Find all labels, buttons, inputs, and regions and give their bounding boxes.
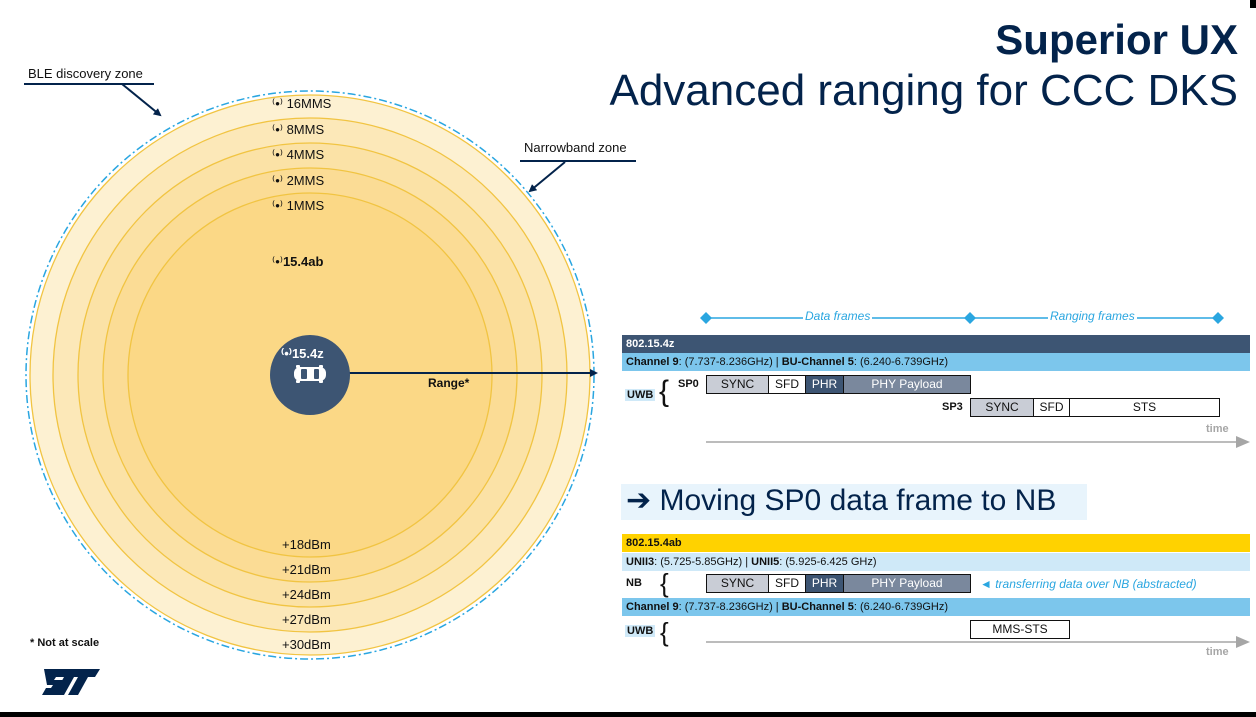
wireless-signal-icon: ⁽•⁾ xyxy=(272,173,283,188)
brace-icon: { xyxy=(660,568,669,598)
narrowband-zone-underline xyxy=(520,160,636,162)
wireless-signal-icon: ⁽•⁾ xyxy=(272,254,283,269)
wireless-signal-icon: ⁽•⁾ xyxy=(272,122,283,137)
nb-protocol-label: NB xyxy=(626,577,642,589)
sp0-sync-field: SYNC xyxy=(706,375,769,394)
time-label: time xyxy=(1206,423,1229,435)
nb-payload-field: PHY Payload xyxy=(843,574,971,593)
time-label: time xyxy=(1206,646,1229,658)
timeline-marker xyxy=(964,312,976,324)
ring-label-2mms: ⁽•⁾ 2MMS xyxy=(272,173,325,188)
dbm-label-24: +24dBm xyxy=(282,587,331,602)
uwb-standard-bar: 802.15.4z xyxy=(622,335,1250,353)
wireless-signal-icon: ⁽•⁾ xyxy=(272,147,283,162)
dbm-label-18: +18dBm xyxy=(282,537,331,552)
ring-label-8mms: ⁽•⁾ 8MMS xyxy=(272,122,325,137)
bottom-border xyxy=(0,712,1256,717)
nb-sync-field: SYNC xyxy=(706,574,769,593)
not-at-scale-note: * Not at scale xyxy=(30,637,100,649)
wireless-signal-icon: ⁽•⁾ xyxy=(272,198,283,213)
sp0-label: SP0 xyxy=(678,378,699,390)
nb-sfd-field: SFD xyxy=(768,574,806,593)
timeline-marker xyxy=(700,312,712,324)
sp3-sfd-field: SFD xyxy=(1033,398,1070,417)
sp0-phr-field: PHR xyxy=(805,375,844,394)
ble-pointer-arrow xyxy=(121,83,162,117)
wireless-signal-icon: ⁽•⁾ xyxy=(281,346,292,361)
timeline-marker xyxy=(1212,312,1224,324)
nb-channel-bar: UNII3: (5.725-5.85GHz) | UNII5: (5.925-6… xyxy=(622,553,1250,571)
heading-highlight xyxy=(621,484,1087,520)
nb-phr-field: PHR xyxy=(805,574,844,593)
nb-uwb-protocol-label: UWB xyxy=(625,625,656,637)
dbm-label-27: +27dBm xyxy=(282,612,331,627)
narrowband-pointer-arrow xyxy=(528,161,566,193)
nb-uwb-channel-bar: Channel 9: (7.737-8.236GHz) | BU-Channel… xyxy=(622,598,1250,616)
data-frames-label: Data frames xyxy=(803,309,873,323)
sp0-payload-field: PHY Payload xyxy=(843,375,971,394)
vehicle-label: ⁽•⁾15.4z xyxy=(281,346,324,361)
ranging-frames-label: Ranging frames xyxy=(1048,309,1137,323)
slide-subtitle: Advanced ranging for CCC DKS xyxy=(609,66,1238,115)
time-axis-arrow xyxy=(706,636,1250,648)
ble-zone-underline xyxy=(24,83,154,85)
ring-label-15-4ab: ⁽•⁾15.4ab xyxy=(272,254,324,269)
ring-label-1mms: ⁽•⁾ 1MMS xyxy=(272,198,325,213)
ring-label-4mms: ⁽•⁾ 4MMS xyxy=(272,147,325,162)
dbm-label-30: +30dBm xyxy=(282,637,331,652)
range-label: Range* xyxy=(428,376,470,390)
ble-zone-label: BLE discovery zone xyxy=(28,66,143,81)
sp3-label: SP3 xyxy=(942,401,963,413)
section-heading: ➔ Moving SP0 data frame to NB xyxy=(626,484,1057,517)
nb-transfer-note: ◄ transferring data over NB (abstracted) xyxy=(980,577,1197,591)
slide-title: Superior UX xyxy=(995,16,1238,63)
car-icon xyxy=(294,365,326,383)
corner-mark xyxy=(1250,0,1256,8)
ring-label-16mms: ⁽•⁾ 16MMS xyxy=(272,96,332,111)
wireless-signal-icon: ⁽•⁾ xyxy=(272,96,283,111)
frames-timeline xyxy=(700,312,1224,324)
dbm-label-21: +21dBm xyxy=(282,562,331,577)
arrow-right-icon: ➔ xyxy=(626,484,652,517)
uwb-channel-bar: Channel 9: (7.737-8.236GHz) | BU-Channel… xyxy=(622,353,1250,371)
uwb-protocol-label: UWB xyxy=(625,389,656,401)
time-axis-arrow xyxy=(706,436,1250,448)
brace-icon: { xyxy=(659,375,670,408)
sp3-sts-field: STS xyxy=(1069,398,1220,417)
mms-sts-field: MMS-STS xyxy=(970,620,1070,639)
nb-standard-bar: 802.15.4ab xyxy=(622,534,1250,552)
sp0-sfd-field: SFD xyxy=(768,375,806,394)
narrowband-zone-label: Narrowband zone xyxy=(524,140,627,155)
sp3-sync-field: SYNC xyxy=(970,398,1034,417)
st-logo-icon xyxy=(42,669,100,695)
brace-icon: { xyxy=(660,617,669,647)
